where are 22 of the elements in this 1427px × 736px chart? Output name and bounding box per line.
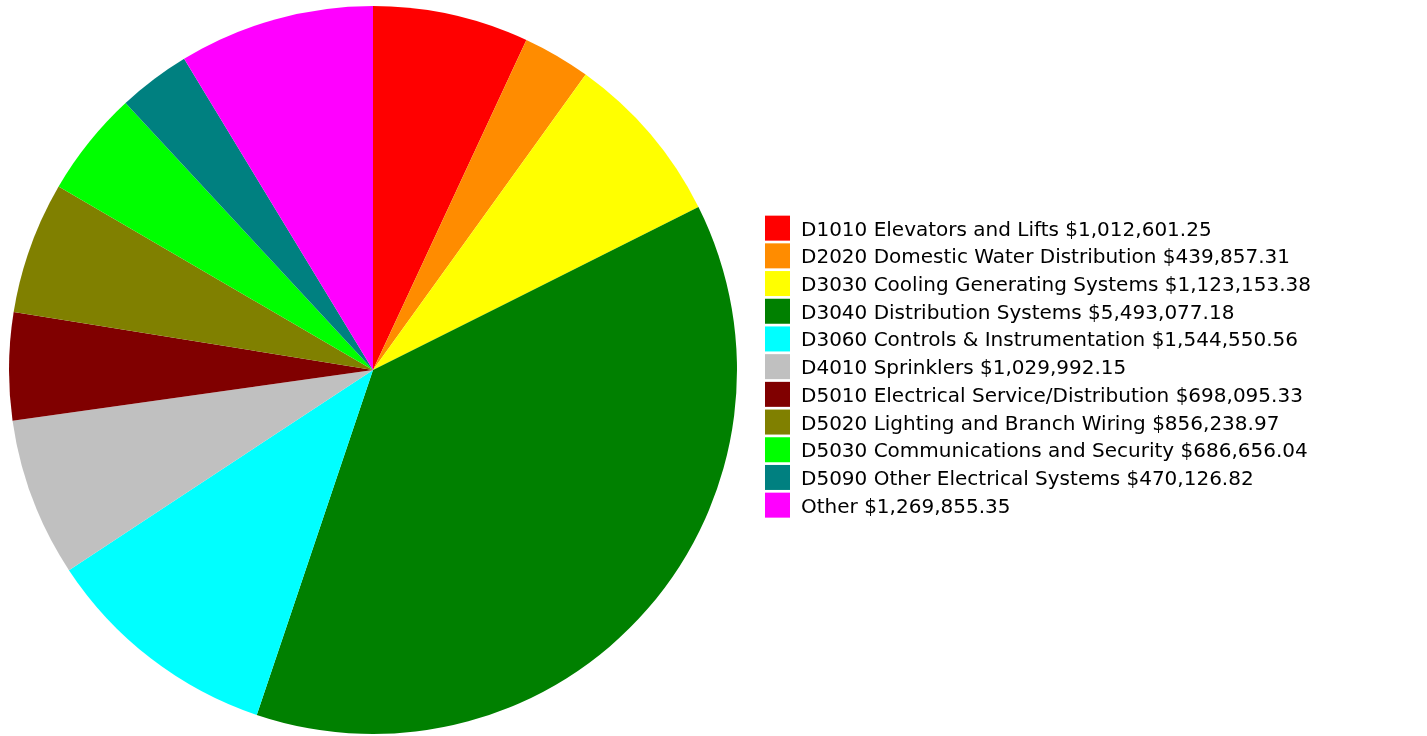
legend-label: D5090 Other Electrical Systems $470,126.82: [801, 465, 1254, 490]
pie-slice: [68, 370, 373, 715]
pie-slice: [13, 186, 373, 370]
pie-slice: [58, 103, 373, 370]
legend-label: D3060 Controls & Instrumentation $1,544,550.56: [801, 327, 1298, 352]
legend-label: D4010 Sprinklers $1,029,992.15: [801, 355, 1127, 380]
legend-label: D5020 Lighting and Branch Wiring $856,238.97: [801, 410, 1280, 435]
pie-slice: [125, 58, 373, 370]
legend-label: Other $1,269,855.35: [801, 493, 1011, 518]
legend-label: D2020 Domestic Water Distribution $439,857.31: [801, 244, 1291, 269]
legend-label: D1010 Elevators and Lifts $1,012,601.25: [801, 216, 1212, 241]
legend-label: D3030 Cooling Generating Systems $1,123,153.38: [801, 272, 1311, 297]
pie-slice: [9, 311, 373, 421]
pie-slice: [373, 39, 586, 370]
legend-label: D5010 Electrical Service/Distribution $698,095.33: [801, 382, 1303, 407]
pie-slice: [373, 74, 699, 370]
legend-label: D5030 Communications and Security $686,656.04: [801, 438, 1308, 463]
pie-slice: [373, 6, 527, 370]
pie-slice: [184, 6, 373, 370]
pie-slice: [256, 207, 737, 734]
pie-slice: [12, 370, 373, 571]
legend-label: D3040 Distribution Systems $5,493,077.18: [801, 299, 1235, 324]
